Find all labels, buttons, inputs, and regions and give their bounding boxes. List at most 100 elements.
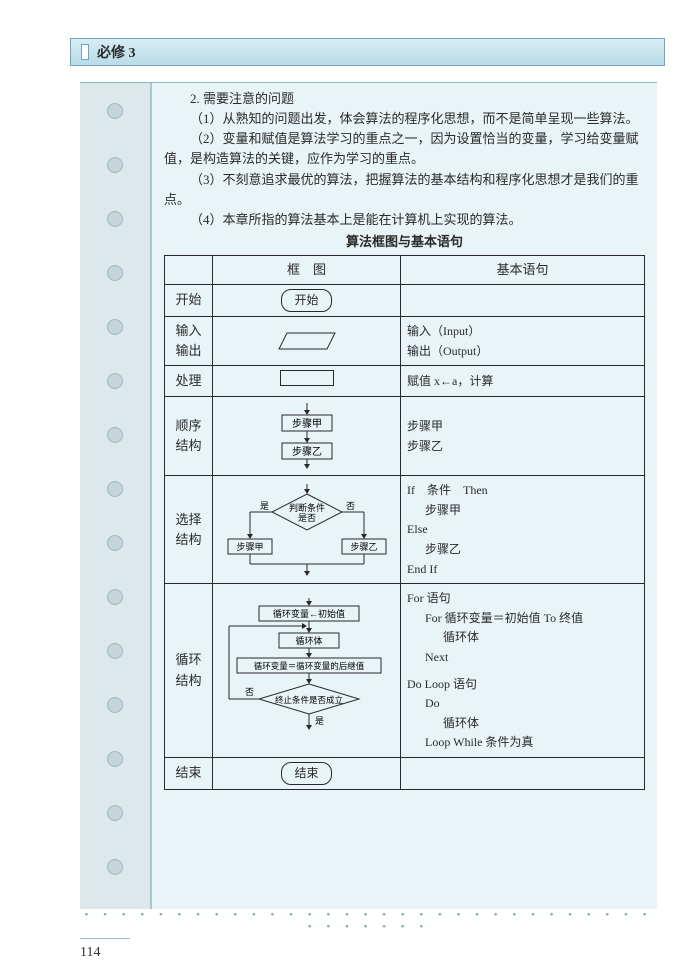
para-2: （2）变量和赋值是算法学习的重点之一，因为设置恰当的变量，学习给变量赋值，是构造…	[164, 129, 645, 169]
terminal-shape: 结束	[281, 762, 331, 785]
row-label: 输入 输出	[165, 316, 213, 365]
row-loop: 循环 结构 循环变量←初始值 循环体	[165, 584, 645, 758]
binder-hole	[107, 211, 123, 227]
row-diagram	[213, 316, 401, 365]
binder-hole	[107, 103, 123, 119]
page-num-rule	[80, 938, 130, 939]
stmt-line: 输入（Input）	[407, 322, 638, 341]
row-select: 选择 结构 判断条件 是否 是	[165, 476, 645, 584]
row-label: 开始	[165, 285, 213, 317]
stmt-line: 步骤乙	[407, 437, 638, 456]
svg-text:循环变量←初始值: 循环变量←初始值	[273, 608, 345, 619]
stmt-line: For 循环变量＝初始值 To 终值	[407, 609, 638, 628]
svg-text:是否: 是否	[297, 513, 315, 523]
svg-text:循环体: 循环体	[295, 635, 322, 646]
th-statement: 基本语句	[401, 256, 645, 285]
label-line: 选择	[171, 510, 206, 530]
rectangle-shape	[280, 370, 334, 386]
content-column: 2. 需要注意的问题 （1）从熟知的问题出发，体会算法的程序化思想，而不是简单呈…	[152, 83, 657, 909]
svg-text:循环变量＝循环变量的后继值: 循环变量＝循环变量的后继值	[254, 661, 365, 671]
para-4: （4）本章所指的算法基本上是能在计算机上实现的算法。	[164, 210, 645, 230]
para-heading: 2. 需要注意的问题	[164, 89, 645, 109]
terminal-shape: 开始	[281, 289, 331, 312]
stmt-line: For 语句	[407, 589, 638, 608]
header-title: 必修 3	[97, 42, 136, 62]
stmt-line: If 条件 Then	[407, 481, 638, 500]
svg-text:步骤甲: 步骤甲	[292, 418, 322, 430]
row-io: 输入 输出 输入（Input） 输出（Output）	[165, 316, 645, 365]
binder-hole	[107, 427, 123, 443]
page-header: 必修 3	[70, 38, 665, 66]
label-line: 循环	[171, 650, 206, 670]
row-diagram: 结束	[213, 758, 401, 790]
row-stmt	[401, 758, 645, 790]
table-header-row: 框 图 基本语句	[165, 256, 645, 285]
stmt-line: 步骤甲	[407, 501, 638, 520]
binder-hole	[107, 265, 123, 281]
page-number: 114	[80, 945, 100, 961]
label-line: 输出	[171, 341, 206, 361]
selection-diagram: 判断条件 是否 是 否 步骤甲 步骤乙	[222, 482, 392, 577]
row-label: 结束	[165, 758, 213, 790]
row-stmt: If 条件 Then 步骤甲 Else 步骤乙 End If	[401, 476, 645, 584]
row-label: 处理	[165, 366, 213, 397]
label-line: 输入	[171, 321, 206, 341]
label-line: 结构	[171, 436, 206, 456]
stmt-line: 步骤乙	[407, 540, 638, 559]
decorative-dots: • • • • • • • • • • • • • • • • • • • • …	[80, 909, 657, 933]
row-label: 选择 结构	[165, 476, 213, 584]
svg-text:是: 是	[315, 716, 324, 726]
parallelogram-shape	[277, 331, 337, 351]
loop-diagram: 循环变量←初始值 循环体 循环变量＝循环变量的后继值 终止条件是否成立	[219, 596, 394, 746]
row-stmt: 输入（Input） 输出（Output）	[401, 316, 645, 365]
svg-text:步骤乙: 步骤乙	[350, 542, 377, 552]
binder-hole	[107, 643, 123, 659]
svg-text:否: 否	[346, 501, 355, 511]
stmt-line: Do Loop 语句	[407, 675, 638, 694]
row-stmt: For 语句 For 循环变量＝初始值 To 终值 循环体 Next Do Lo…	[401, 584, 645, 758]
para-1: （1）从熟知的问题出发，体会算法的程序化思想，而不是简单呈现一些算法。	[164, 109, 645, 129]
row-diagram: 开始	[213, 285, 401, 317]
row-diagram	[213, 366, 401, 397]
header-marker	[81, 44, 89, 60]
svg-text:是: 是	[260, 501, 269, 511]
row-process: 处理 赋值 x←a，计算	[165, 366, 645, 397]
row-diagram: 判断条件 是否 是 否 步骤甲 步骤乙	[213, 476, 401, 584]
svg-text:判断条件: 判断条件	[288, 502, 324, 513]
svg-text:步骤乙: 步骤乙	[292, 446, 322, 458]
sequence-diagram: 步骤甲 步骤乙	[262, 401, 352, 471]
row-diagram: 循环变量←初始值 循环体 循环变量＝循环变量的后继值 终止条件是否成立	[213, 584, 401, 758]
stmt-line: 输出（Output）	[407, 342, 638, 361]
binder-hole	[107, 805, 123, 821]
binder-hole	[107, 157, 123, 173]
stmt-line: Do	[407, 694, 638, 713]
row-label: 顺序 结构	[165, 397, 213, 476]
stmt-line: End If	[407, 560, 638, 579]
binder-hole	[107, 859, 123, 875]
binder-hole	[107, 589, 123, 605]
flowchart-table: 框 图 基本语句 开始 开始 输入 输出	[164, 255, 645, 789]
stmt-line: 步骤甲	[407, 417, 638, 436]
label-line: 结构	[171, 530, 206, 550]
binder-hole	[107, 373, 123, 389]
svg-text:否: 否	[245, 687, 254, 697]
binder-hole	[107, 535, 123, 551]
binder-hole	[107, 319, 123, 335]
svg-text:步骤甲: 步骤甲	[236, 542, 263, 552]
binder-holes	[80, 83, 152, 909]
binder-hole	[107, 697, 123, 713]
svg-text:终止条件是否成立: 终止条件是否成立	[275, 695, 344, 705]
binder-hole	[107, 481, 123, 497]
page-body: 2. 需要注意的问题 （1）从熟知的问题出发，体会算法的程序化思想，而不是简单呈…	[80, 82, 657, 909]
label-line: 顺序	[171, 416, 206, 436]
stmt-line: 循环体	[407, 628, 638, 647]
row-stmt: 步骤甲 步骤乙	[401, 397, 645, 476]
row-sequence: 顺序 结构 步骤甲 步骤乙	[165, 397, 645, 476]
stmt-line: Loop While 条件为真	[407, 733, 638, 752]
th-blank	[165, 256, 213, 285]
binder-hole	[107, 751, 123, 767]
row-start: 开始 开始	[165, 285, 645, 317]
table-title: 算法框图与基本语句	[164, 232, 645, 252]
row-end: 结束 结束	[165, 758, 645, 790]
row-stmt	[401, 285, 645, 317]
